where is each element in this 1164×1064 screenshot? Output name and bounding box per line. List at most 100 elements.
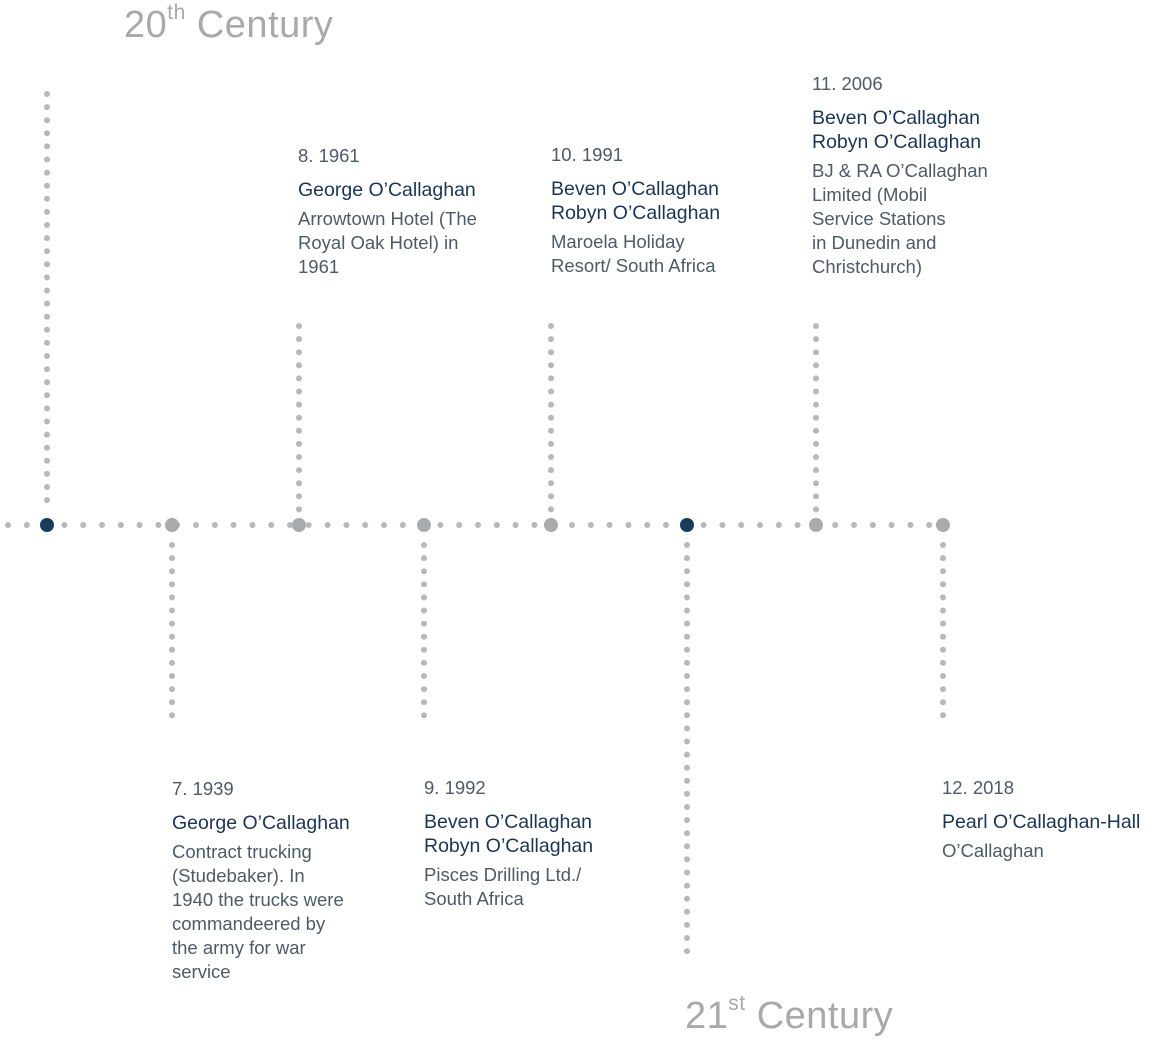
entry-8-name-1: George O’Callaghan <box>298 179 476 201</box>
entry-8-description: Arrowtown Hotel (The Royal Oak Hotel) in… <box>298 207 477 279</box>
timeline-axis-dot <box>512 522 519 528</box>
entry-11-name-1: Beven O’Callaghan <box>812 107 981 129</box>
connector-entry-12 <box>940 712 946 719</box>
connector-entry-11 <box>813 467 819 474</box>
entry-9-desc-line: South Africa <box>424 888 524 909</box>
timeline-axis-dot <box>136 522 143 528</box>
entry-9-desc-line: Pisces Drilling Ltd./ <box>424 864 582 885</box>
connector-20th-century <box>44 470 50 477</box>
century-20-suffix: th <box>167 1 186 24</box>
timeline-axis-dot <box>757 522 763 528</box>
timeline-axis-dot <box>211 522 218 528</box>
connector-entry-12 <box>940 659 946 666</box>
connector-20th-century <box>44 418 50 425</box>
connector-entry-9 <box>421 542 427 548</box>
connector-entry-9 <box>421 568 427 575</box>
connector-20th-century <box>44 156 50 163</box>
connector-entry-10 <box>548 388 554 395</box>
connector-entry-12 <box>940 568 946 575</box>
connector-20th-century <box>44 274 50 281</box>
connector-entry-12 <box>940 620 946 627</box>
connector-entry-9 <box>421 699 427 706</box>
connector-entry-10 <box>548 467 554 474</box>
connector-entry-8 <box>296 375 302 382</box>
timeline-axis-dot <box>775 522 782 528</box>
connector-20th-century <box>44 392 50 399</box>
connector-20th-century <box>44 287 50 294</box>
connector-entry-11 <box>813 349 819 356</box>
entry-10-description: Maroela Holiday Resort/ South Africa <box>551 230 720 278</box>
connector-entry-8 <box>296 506 302 513</box>
timeline-axis-dot <box>606 522 613 528</box>
connector-entry-10 <box>548 323 554 329</box>
connector-entry-7 <box>169 555 175 562</box>
entry-11: 11. 2006 Beven O’Callaghan Robyn O’Calla… <box>812 72 988 279</box>
century-20-marker <box>40 518 54 532</box>
connector-20th-century <box>44 353 50 359</box>
connector-21st-century <box>684 948 690 955</box>
connector-entry-11 <box>813 440 819 447</box>
connector-entry-9 <box>421 581 427 588</box>
connector-20th-century <box>44 484 50 490</box>
node-entry-10 <box>544 518 558 532</box>
connector-20th-century <box>44 379 50 386</box>
entry-12-number: 12. 2018 <box>942 777 1015 798</box>
connector-20th-century <box>44 497 50 504</box>
connector-entry-8 <box>296 414 302 421</box>
timeline-axis-dot <box>61 522 68 528</box>
entry-8-desc-line: 1961 <box>298 256 340 277</box>
timeline-axis-dot <box>99 522 105 528</box>
timeline-axis-dot <box>381 522 387 528</box>
entry-7-desc-line: Contract trucking <box>172 841 312 862</box>
timeline-axis-dot <box>117 522 124 528</box>
century-21-word: Century <box>756 995 894 1037</box>
timeline-axis-dot <box>832 522 839 528</box>
connector-entry-7 <box>169 542 175 548</box>
timeline-axis-dot <box>230 522 237 528</box>
connector-entry-9 <box>421 620 427 627</box>
entry-9-name-1: Beven O’Callaghan <box>424 811 593 833</box>
timeline-axis-dot <box>644 522 651 528</box>
entry-12-description: O’Callaghan <box>942 839 1140 863</box>
connector-entry-7 <box>169 568 175 575</box>
connector-entry-7 <box>169 686 175 693</box>
timeline-axis-dot <box>493 522 500 528</box>
connector-entry-10 <box>548 349 554 356</box>
entry-9: 9. 1992 Beven O’Callaghan Robyn O’Callag… <box>424 776 593 911</box>
connector-entry-9 <box>421 594 427 601</box>
connector-entry-12 <box>940 581 946 588</box>
entry-10-desc-line: Resort/ South Africa <box>551 255 716 276</box>
timeline-axis-dot <box>456 522 463 528</box>
connector-21st-century <box>684 882 690 889</box>
connector-entry-8 <box>296 440 302 447</box>
entry-10-desc-line: Maroela Holiday <box>551 231 685 252</box>
timeline-axis-dot <box>287 522 293 528</box>
connector-20th-century <box>44 405 50 412</box>
connector-21st-century <box>684 699 690 706</box>
entry-12-name-1: Pearl O’Callaghan-Hall <box>942 811 1141 833</box>
connector-entry-11 <box>813 401 819 408</box>
connector-21st-century <box>684 895 690 902</box>
connector-21st-century <box>684 869 690 876</box>
connector-entry-9 <box>421 607 427 614</box>
timeline-axis-dot <box>569 522 575 528</box>
entry-7-desc-line: commandeered by <box>172 913 326 934</box>
node-entry-9 <box>417 518 431 532</box>
entry-11-desc-line: in Dunedin and <box>812 232 937 253</box>
entry-8-desc-line: Arrowtown Hotel (The <box>298 208 477 229</box>
connector-entry-8 <box>296 388 302 395</box>
connector-entry-10 <box>548 440 554 447</box>
timeline-axis-dot <box>719 522 726 528</box>
timeline-axis-dot <box>343 522 350 528</box>
timeline-axis-dot <box>155 522 162 528</box>
connector-21st-century <box>684 738 690 745</box>
entry-7-name-1: George O’Callaghan <box>172 812 350 834</box>
timeline-axis-dot <box>926 522 933 528</box>
century-21-heading: 21st Century <box>685 992 894 1038</box>
timeline-axis-dot <box>869 522 876 528</box>
entry-8-desc-line: Royal Oak Hotel) in <box>298 232 459 253</box>
connector-entry-8 <box>296 401 302 408</box>
connector-entry-10 <box>548 401 554 408</box>
connector-entry-9 <box>421 673 427 679</box>
